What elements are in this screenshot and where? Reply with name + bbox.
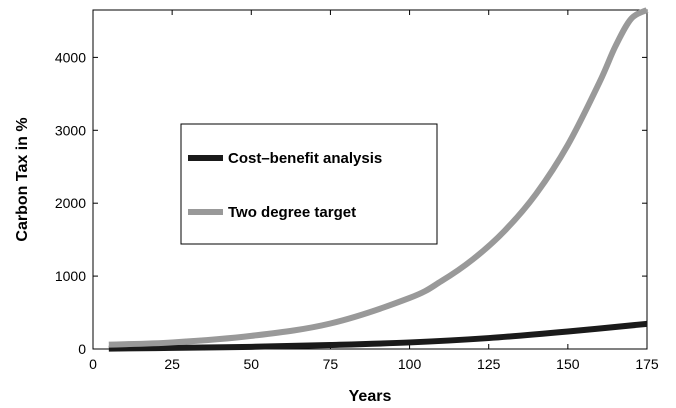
y-tick-label: 3000 (55, 122, 86, 138)
x-tick-label: 150 (556, 356, 580, 372)
plot-area (92, 9, 648, 350)
y-tick-label: 0 (78, 341, 86, 357)
y-axis: 0 1000 2000 3000 4000 (55, 49, 647, 357)
x-tick-label: 0 (89, 356, 97, 372)
y-axis-title: Carbon Tax in % (14, 117, 31, 241)
plot-border (92, 9, 648, 350)
x-axis: 0 25 50 75 100 125 150 175 (89, 10, 659, 372)
series-lines (108, 7, 649, 352)
legend: Cost–benefit analysis Two degree target (180, 123, 438, 245)
y-tick-label: 4000 (55, 49, 86, 65)
x-tick-label: 175 (635, 356, 659, 372)
legend-box (180, 123, 438, 245)
x-axis-title: Years (349, 388, 392, 405)
series-line-0 (108, 320, 648, 352)
series-line-1 (108, 7, 649, 348)
x-tick-label: 125 (477, 356, 501, 372)
legend-label-two-degree: Two degree target (228, 204, 356, 221)
legend-label-cost-benefit: Cost–benefit analysis (228, 150, 382, 167)
x-tick-label: 50 (243, 356, 259, 372)
x-tick-label: 100 (398, 356, 422, 372)
y-tick-label: 2000 (55, 195, 86, 211)
x-tick-label: 25 (164, 356, 180, 372)
x-tick-label: 75 (323, 356, 339, 372)
y-tick-label: 1000 (55, 268, 86, 284)
